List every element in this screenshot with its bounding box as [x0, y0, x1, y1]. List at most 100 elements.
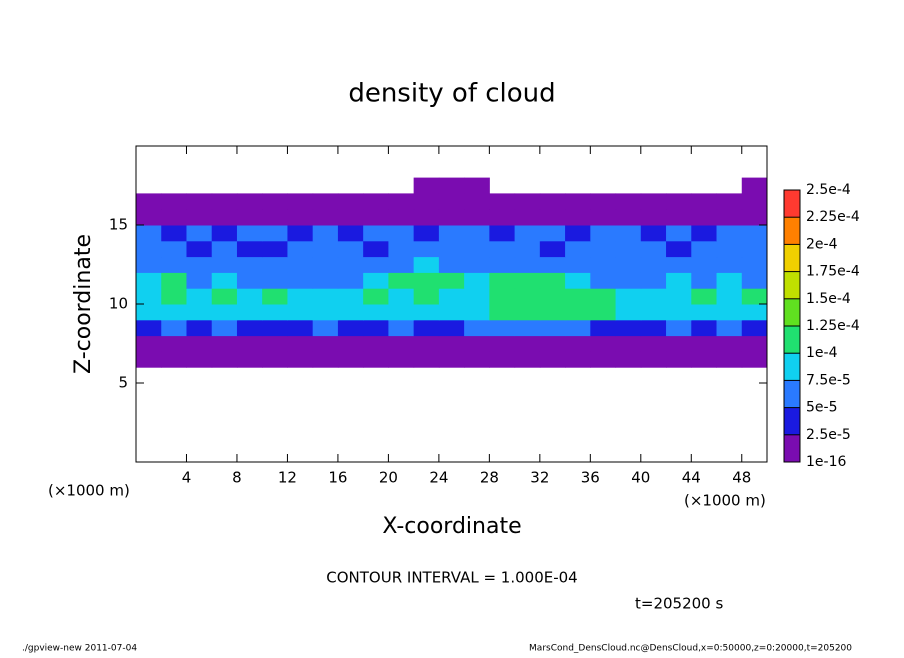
cell [363, 304, 389, 321]
cell [211, 256, 238, 273]
colorbar-segment [784, 298, 800, 326]
cell [161, 288, 187, 305]
cell [363, 209, 389, 226]
cell [438, 209, 465, 226]
cell [615, 193, 642, 210]
cell [262, 209, 288, 226]
cell [539, 351, 566, 368]
cell [590, 225, 617, 242]
cell [438, 272, 465, 289]
cell [363, 335, 389, 352]
cell [287, 225, 314, 242]
cell [716, 319, 743, 337]
cell [514, 256, 541, 273]
cell [616, 178, 642, 194]
cell [716, 225, 743, 242]
colorbar-segment [784, 434, 800, 462]
cell [262, 351, 288, 368]
cell [388, 209, 415, 226]
cell [186, 319, 213, 337]
cell [590, 209, 617, 226]
cell [388, 193, 415, 210]
cell [413, 319, 440, 337]
cell [489, 304, 516, 321]
cell [691, 335, 718, 352]
cell [691, 225, 718, 242]
cell [186, 351, 213, 368]
cell [388, 225, 415, 242]
footer-right: MarsCond_DensCloud.nc@DensCloud,x=0:5000… [529, 644, 852, 654]
y-axis-label: Z-coordinate [71, 234, 96, 374]
cell [464, 256, 490, 273]
cell [716, 335, 743, 352]
cell [338, 178, 364, 194]
colorbar-segment [784, 217, 800, 245]
x-axis-label: X-coordinate [382, 514, 521, 539]
y-tick-label: 15 [109, 216, 128, 234]
cell [287, 351, 314, 368]
cell [388, 351, 415, 368]
cell [565, 288, 591, 305]
cell [565, 319, 591, 337]
cell [262, 178, 288, 194]
cell [514, 288, 541, 305]
cell [691, 288, 718, 305]
cell [640, 225, 667, 242]
cell [590, 272, 617, 289]
cell [514, 272, 541, 289]
cell [312, 335, 339, 352]
cell [337, 256, 364, 273]
cell [388, 304, 415, 321]
cell [388, 178, 414, 194]
cell [287, 193, 314, 210]
cell [136, 351, 162, 368]
cell [464, 240, 490, 258]
cell [312, 193, 339, 210]
cell [337, 272, 364, 289]
cell [337, 335, 364, 352]
cell [287, 240, 314, 258]
cell [287, 335, 314, 352]
cell [313, 178, 339, 194]
cell [287, 272, 314, 289]
cell [640, 335, 667, 352]
cell [489, 335, 516, 352]
cell [388, 240, 415, 258]
cell [136, 240, 162, 258]
cell [741, 240, 768, 258]
colorbar-label: 2e-4 [806, 236, 838, 252]
cell [489, 272, 516, 289]
cell [539, 288, 566, 305]
cell [741, 193, 768, 210]
cell [666, 225, 692, 242]
cell [741, 288, 768, 305]
cell [741, 209, 768, 226]
cell [641, 178, 667, 194]
colorbar-label: 2.5e-4 [806, 182, 851, 198]
cell [565, 351, 591, 368]
cell [691, 351, 718, 368]
cell [211, 225, 238, 242]
cell [363, 193, 389, 210]
cell [464, 225, 490, 242]
cell [615, 256, 642, 273]
cell [615, 319, 642, 337]
cell [136, 193, 162, 210]
cell [539, 319, 566, 337]
contour-note: CONTOUR INTERVAL = 1.000E-04 [326, 569, 577, 587]
cell [136, 178, 162, 194]
cell [717, 178, 743, 194]
cell [363, 178, 389, 194]
cell [590, 256, 617, 273]
cell [691, 319, 718, 337]
cell [716, 288, 743, 305]
cell [312, 209, 339, 226]
cell [211, 193, 238, 210]
cell [161, 178, 187, 194]
cell [514, 335, 541, 352]
cell [312, 304, 339, 321]
x-unit: (×1000 m) [684, 492, 766, 510]
cell [640, 288, 667, 305]
cell [640, 304, 667, 321]
cell [514, 209, 541, 226]
